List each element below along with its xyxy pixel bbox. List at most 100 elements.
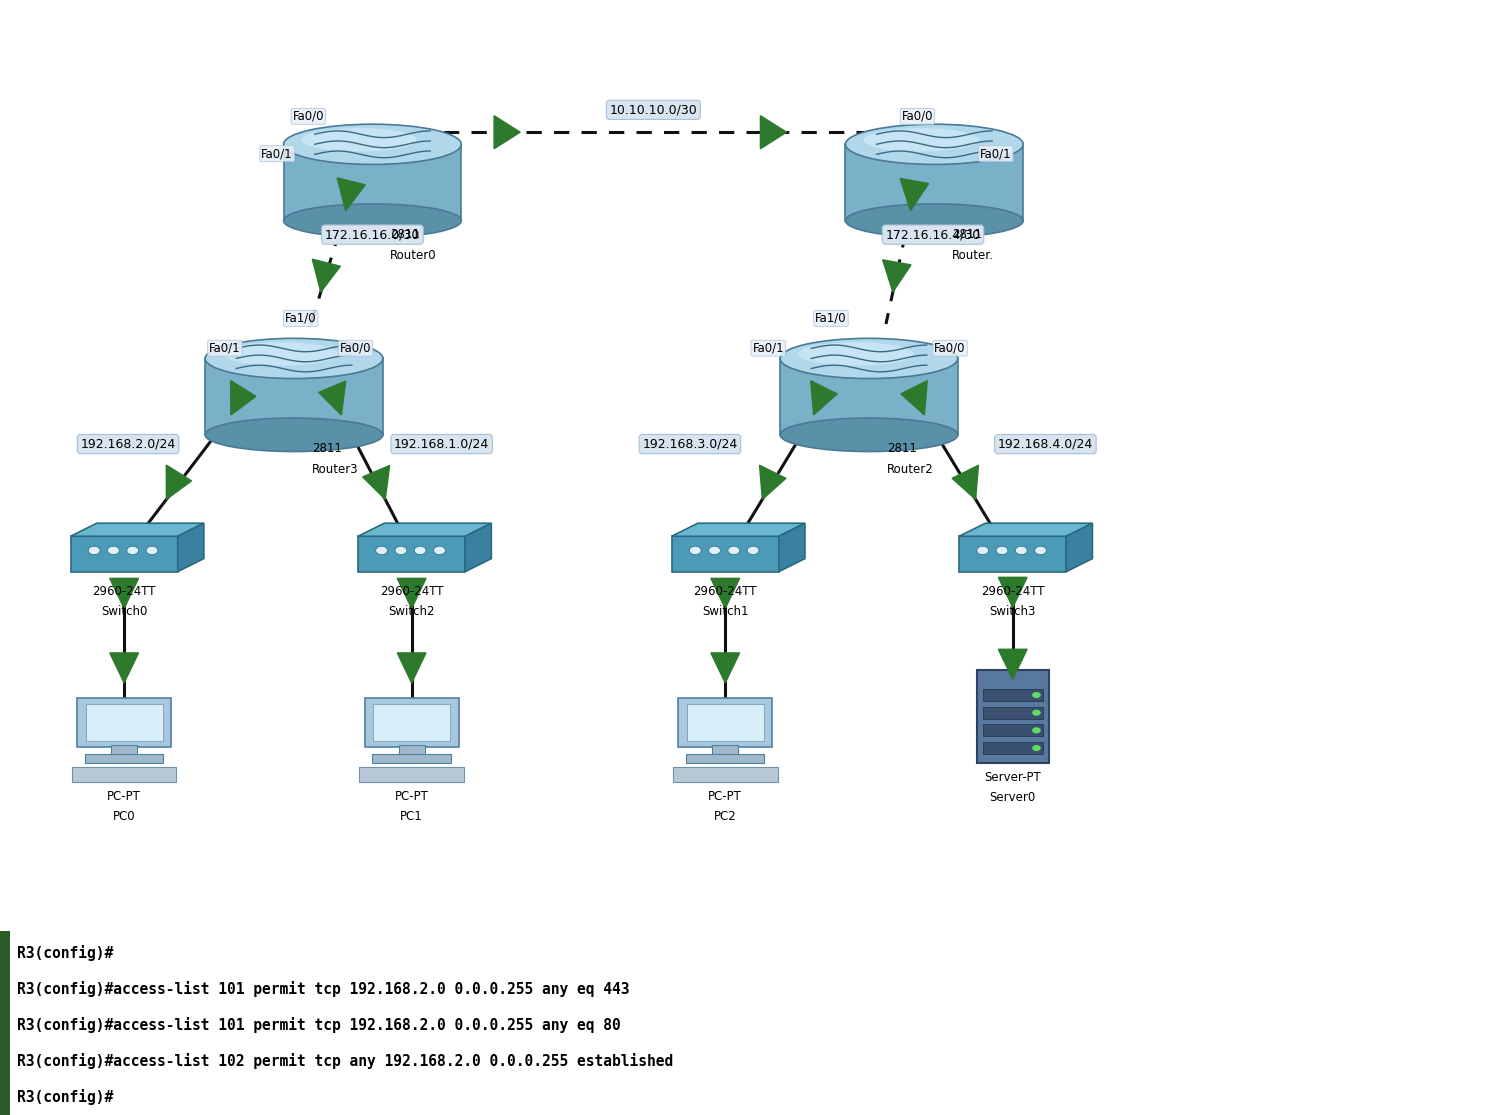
Polygon shape	[318, 381, 345, 415]
Text: Fa0/1: Fa0/1	[981, 147, 1012, 161]
Text: R3(config)#: R3(config)#	[17, 1088, 113, 1105]
Text: 2811: 2811	[886, 443, 916, 455]
Polygon shape	[71, 523, 204, 536]
Polygon shape	[397, 579, 427, 609]
Circle shape	[1035, 546, 1047, 554]
Bar	[206, 358, 383, 435]
Polygon shape	[110, 653, 138, 683]
Polygon shape	[177, 523, 204, 572]
Bar	[982, 741, 1042, 754]
Ellipse shape	[846, 204, 1023, 237]
Text: PC-PT: PC-PT	[107, 789, 141, 803]
Polygon shape	[952, 465, 978, 500]
Circle shape	[434, 546, 446, 554]
Polygon shape	[999, 649, 1027, 679]
Polygon shape	[231, 380, 255, 415]
Ellipse shape	[846, 124, 1023, 164]
Text: Fa0/0: Fa0/0	[339, 341, 371, 355]
Polygon shape	[1066, 523, 1092, 572]
Text: 192.168.4.0/24: 192.168.4.0/24	[997, 437, 1093, 450]
Bar	[712, 745, 739, 756]
Bar	[372, 754, 451, 764]
Text: R3(config)#: R3(config)#	[17, 946, 113, 961]
Text: 2960-24TT: 2960-24TT	[694, 584, 757, 598]
Circle shape	[395, 546, 407, 554]
Polygon shape	[710, 579, 739, 609]
Text: Server-PT: Server-PT	[984, 770, 1041, 784]
Circle shape	[1032, 692, 1041, 698]
Circle shape	[996, 546, 1008, 554]
Text: 2811: 2811	[952, 229, 982, 241]
Bar	[679, 698, 772, 747]
Text: 172.16.16.4/30: 172.16.16.4/30	[885, 229, 981, 241]
Bar	[982, 689, 1042, 701]
Circle shape	[1032, 709, 1041, 716]
Circle shape	[108, 546, 119, 554]
Text: 2960-24TT: 2960-24TT	[380, 584, 443, 598]
Text: 192.168.1.0/24: 192.168.1.0/24	[394, 437, 490, 450]
Bar	[284, 144, 461, 221]
Bar	[673, 767, 778, 782]
Ellipse shape	[284, 204, 461, 237]
Text: PC1: PC1	[400, 809, 424, 823]
Ellipse shape	[206, 418, 383, 452]
Circle shape	[376, 546, 388, 554]
Circle shape	[415, 546, 427, 554]
Text: 192.168.2.0/24: 192.168.2.0/24	[81, 437, 176, 450]
Text: Fa0/0: Fa0/0	[293, 110, 324, 123]
Polygon shape	[357, 523, 491, 536]
Bar	[780, 358, 958, 435]
Circle shape	[126, 546, 138, 554]
Polygon shape	[780, 523, 805, 572]
Bar	[86, 704, 162, 740]
Text: Fa0/0: Fa0/0	[901, 110, 933, 123]
Polygon shape	[960, 536, 1066, 572]
Text: Switch1: Switch1	[701, 605, 748, 618]
Polygon shape	[671, 536, 780, 572]
Text: Fa0/1: Fa0/1	[261, 147, 293, 161]
Circle shape	[976, 546, 988, 554]
Text: PC2: PC2	[713, 809, 736, 823]
Polygon shape	[494, 116, 520, 148]
Text: Fa0/1: Fa0/1	[753, 341, 784, 355]
Polygon shape	[397, 653, 427, 683]
Text: R3(config)#access-list 102 permit tcp any 192.168.2.0 0.0.0.255 established: R3(config)#access-list 102 permit tcp an…	[17, 1053, 673, 1068]
Text: Fa1/0: Fa1/0	[816, 312, 847, 324]
Bar	[846, 144, 1023, 221]
Text: Switch2: Switch2	[389, 605, 436, 618]
Circle shape	[1032, 745, 1041, 752]
Circle shape	[1015, 546, 1027, 554]
Text: R3(config)#access-list 101 permit tcp 192.168.2.0 0.0.0.255 any eq 443: R3(config)#access-list 101 permit tcp 19…	[17, 981, 629, 997]
Text: Switch0: Switch0	[101, 605, 147, 618]
Bar	[976, 670, 1048, 764]
Circle shape	[689, 546, 701, 554]
Circle shape	[89, 546, 101, 554]
Circle shape	[709, 546, 721, 554]
Text: 2811: 2811	[391, 229, 421, 241]
Polygon shape	[900, 178, 928, 211]
Text: Server0: Server0	[990, 792, 1036, 804]
Text: Fa1/0: Fa1/0	[285, 312, 317, 324]
Bar	[86, 754, 164, 764]
Ellipse shape	[302, 128, 418, 152]
Ellipse shape	[222, 342, 338, 366]
Circle shape	[746, 546, 759, 554]
Polygon shape	[671, 523, 805, 536]
Bar	[77, 698, 171, 747]
Text: 2960-24TT: 2960-24TT	[981, 584, 1044, 598]
Polygon shape	[883, 260, 912, 292]
Ellipse shape	[798, 342, 913, 366]
Polygon shape	[811, 381, 837, 415]
Text: 10.10.10.0/30: 10.10.10.0/30	[610, 104, 697, 116]
Ellipse shape	[780, 338, 958, 379]
Text: Router.: Router.	[952, 249, 994, 262]
Bar	[365, 698, 458, 747]
Ellipse shape	[864, 128, 979, 152]
Text: 2960-24TT: 2960-24TT	[93, 584, 156, 598]
Polygon shape	[466, 523, 491, 572]
Polygon shape	[362, 465, 389, 500]
Bar	[0, 931, 11, 1115]
Polygon shape	[71, 536, 177, 572]
Text: Fa0/0: Fa0/0	[934, 341, 966, 355]
Text: Router3: Router3	[312, 463, 359, 476]
